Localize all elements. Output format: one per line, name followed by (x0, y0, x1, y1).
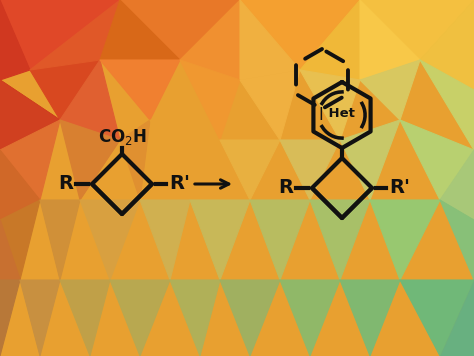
Text: | Het: | Het (319, 108, 355, 120)
Text: CO$_2$H: CO$_2$H (98, 127, 146, 147)
Text: R: R (58, 174, 73, 194)
Text: R: R (278, 178, 293, 198)
Text: R': R' (169, 174, 190, 194)
Text: R': R' (389, 178, 410, 198)
